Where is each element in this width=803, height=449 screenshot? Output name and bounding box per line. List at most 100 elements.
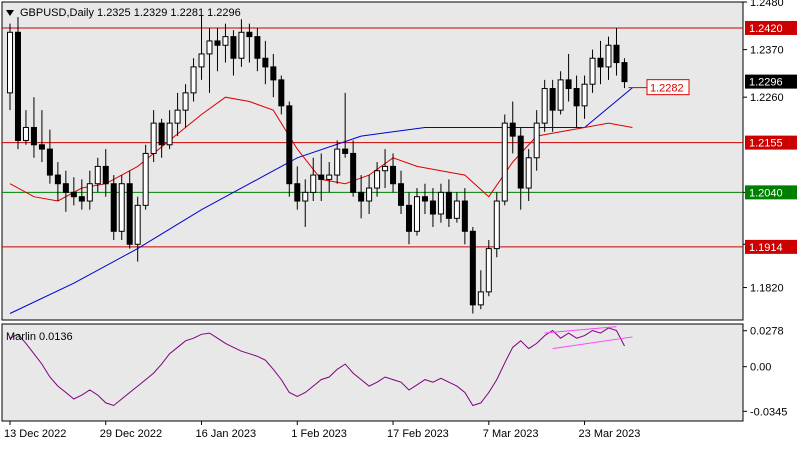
candle-26 (214, 27, 221, 72)
candle-body (294, 183, 301, 202)
candle-body (86, 183, 93, 202)
candle-body (246, 31, 253, 38)
candle-45 (366, 175, 373, 214)
candle-body (62, 183, 69, 193)
candle-body (565, 79, 572, 90)
candle-58 (469, 226, 476, 314)
candle-66 (533, 110, 540, 171)
candle-body (118, 183, 125, 232)
candle-body (278, 79, 285, 107)
level-label-1.2040: 1.2040 (749, 187, 783, 199)
candle-body (70, 191, 77, 198)
candle-19 (158, 118, 165, 158)
candle-71 (573, 75, 580, 128)
candle-46 (374, 162, 381, 197)
indicator-plot-area[interactable] (1, 323, 744, 422)
candle-body (541, 88, 548, 124)
candle-body (14, 31, 21, 141)
time-axis[interactable]: 13 Dec 2022 29 Dec 2022 16 Jan 2023 1 Feb 2… (4, 421, 640, 440)
candle-body (517, 135, 524, 189)
indicator-axis[interactable]: 0.0278 0.00 -0.0345 (743, 326, 787, 419)
candle-body (421, 196, 428, 202)
time-tick-label: 7 Mar 2023 (483, 428, 539, 440)
candle-body (493, 200, 500, 250)
candle-body (166, 122, 173, 146)
candle-17 (142, 144, 149, 210)
candle-8 (70, 177, 77, 206)
candle-21 (174, 92, 181, 137)
time-tick-label: 17 Feb 2023 (387, 428, 449, 440)
candles-layer (7, 14, 628, 314)
candle-18 (150, 110, 157, 163)
candle-61 (493, 192, 500, 258)
candle-40 (326, 162, 333, 193)
candle-body (182, 92, 189, 111)
candle-65 (525, 149, 532, 202)
candle-55 (445, 179, 452, 227)
candle-body (597, 57, 604, 68)
candle-body (222, 36, 229, 46)
candle-body (613, 44, 620, 64)
time-tick-label: 13 Dec 2022 (4, 428, 66, 440)
candle-body (621, 62, 628, 83)
candle-body (190, 66, 197, 94)
candle-31 (254, 27, 261, 72)
candle-56 (453, 192, 460, 223)
candle-23 (190, 58, 197, 102)
candle-body (485, 248, 492, 293)
candle-body (134, 204, 141, 245)
indicator-tick-label: 0.00 (750, 362, 771, 374)
candle-37 (302, 179, 309, 227)
dropdown-triangle-icon[interactable] (6, 10, 14, 16)
candle-64 (517, 127, 524, 210)
candle-body (198, 53, 205, 68)
level-label-1.2155: 1.2155 (749, 138, 783, 150)
candle-body (326, 174, 333, 180)
candle-body (126, 183, 133, 245)
candle-body (358, 191, 365, 202)
indicator-label: Marlin 0.0136 (6, 331, 73, 343)
price-tick-label: 1.2370 (750, 45, 784, 57)
candle-69 (557, 71, 564, 115)
candle-68 (549, 79, 556, 132)
price-tick-label: 1.2260 (750, 92, 784, 104)
candle-body (142, 152, 149, 206)
candle-47 (382, 149, 389, 189)
candle-body (589, 57, 596, 85)
level-label-bg (745, 135, 797, 150)
candle-body (406, 204, 412, 232)
candle-60 (485, 239, 492, 297)
price-tick-label: 1.1820 (750, 283, 784, 295)
candle-body (150, 122, 157, 154)
candle-body (318, 174, 325, 180)
indicator-tick-label: -0.0345 (750, 406, 787, 418)
candle-body (477, 291, 484, 306)
candle-0 (7, 23, 13, 111)
candle-body (110, 183, 117, 232)
candle-1 (14, 17, 21, 150)
candle-29 (238, 19, 245, 67)
candle-body (413, 196, 420, 232)
price-labels-layer: 1.2420 1.2155 1.2040 1.1914 1.2296 1.2282 (628, 20, 797, 254)
divergence-line-1 (552, 336, 633, 350)
horizontal-levels-layer (2, 27, 743, 248)
candle-51 (413, 188, 420, 236)
candle-body (94, 165, 101, 185)
price-tick-label: 1.2480 (750, 0, 784, 9)
candle-33 (270, 53, 277, 98)
candle-body (7, 31, 13, 94)
level-label-1.1914: 1.1914 (749, 242, 783, 254)
candle-body (270, 66, 277, 81)
level-label-bg (745, 185, 797, 200)
candle-74 (597, 40, 604, 85)
candle-67 (541, 79, 548, 132)
time-tick-label: 29 Dec 2022 (100, 428, 162, 440)
candle-59 (477, 270, 484, 310)
candle-body (390, 165, 397, 185)
level-label-bg (745, 20, 797, 35)
candle-27 (222, 23, 229, 63)
main-plot-area[interactable] (1, 1, 744, 321)
candle-body (54, 174, 61, 185)
candle-42 (342, 92, 349, 158)
